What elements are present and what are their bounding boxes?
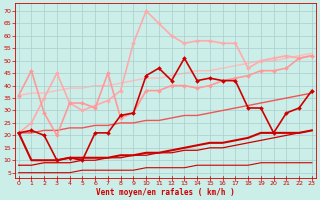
X-axis label: Vent moyen/en rafales ( km/h ): Vent moyen/en rafales ( km/h ) — [96, 188, 235, 197]
